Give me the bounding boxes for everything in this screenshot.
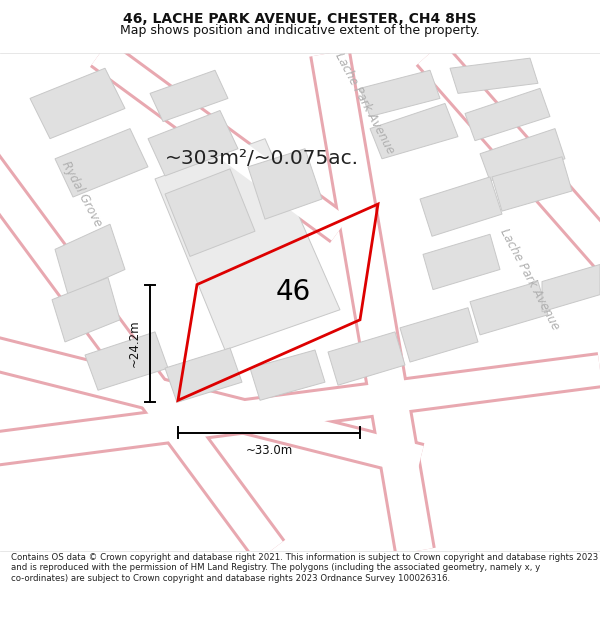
Text: 46: 46 [275, 278, 311, 306]
Polygon shape [0, 148, 285, 562]
Polygon shape [420, 177, 502, 236]
Polygon shape [416, 41, 600, 282]
Polygon shape [0, 149, 283, 561]
Polygon shape [492, 157, 572, 211]
Polygon shape [0, 355, 600, 466]
Polygon shape [0, 332, 424, 478]
Polygon shape [470, 281, 548, 335]
Polygon shape [370, 104, 458, 159]
Text: Lache Park Avenue: Lache Park Avenue [498, 227, 562, 332]
Polygon shape [155, 139, 340, 350]
Polygon shape [423, 234, 500, 289]
Polygon shape [0, 352, 600, 469]
Text: Lache Park Avenue: Lache Park Avenue [333, 51, 397, 156]
Polygon shape [312, 50, 433, 554]
Polygon shape [85, 332, 168, 390]
Polygon shape [30, 68, 125, 139]
Text: Contains OS data © Crown copyright and database right 2021. This information is : Contains OS data © Crown copyright and d… [11, 552, 598, 582]
Polygon shape [465, 88, 550, 141]
Polygon shape [310, 49, 436, 555]
Polygon shape [418, 42, 600, 280]
Polygon shape [52, 278, 120, 342]
Text: Map shows position and indicative extent of the property.: Map shows position and indicative extent… [120, 24, 480, 38]
Polygon shape [250, 350, 325, 400]
Text: ~24.2m: ~24.2m [128, 319, 140, 368]
Text: 46, LACHE PARK AVENUE, CHESTER, CH4 8HS: 46, LACHE PARK AVENUE, CHESTER, CH4 8HS [123, 12, 477, 26]
Polygon shape [248, 149, 322, 219]
Polygon shape [0, 336, 424, 476]
Polygon shape [90, 39, 350, 243]
Text: Rydal Grove: Rydal Grove [59, 159, 105, 229]
Polygon shape [165, 348, 242, 403]
Polygon shape [450, 58, 538, 93]
Polygon shape [148, 111, 238, 176]
Text: ~303m²/~0.075ac.: ~303m²/~0.075ac. [165, 149, 359, 168]
Polygon shape [55, 129, 148, 197]
Polygon shape [360, 70, 440, 116]
Polygon shape [165, 169, 255, 256]
Polygon shape [92, 42, 348, 241]
Polygon shape [150, 70, 228, 121]
Polygon shape [328, 332, 405, 385]
Polygon shape [480, 129, 565, 181]
Polygon shape [542, 264, 600, 312]
Polygon shape [55, 224, 125, 294]
Text: ~33.0m: ~33.0m [245, 444, 293, 457]
Polygon shape [400, 308, 478, 362]
